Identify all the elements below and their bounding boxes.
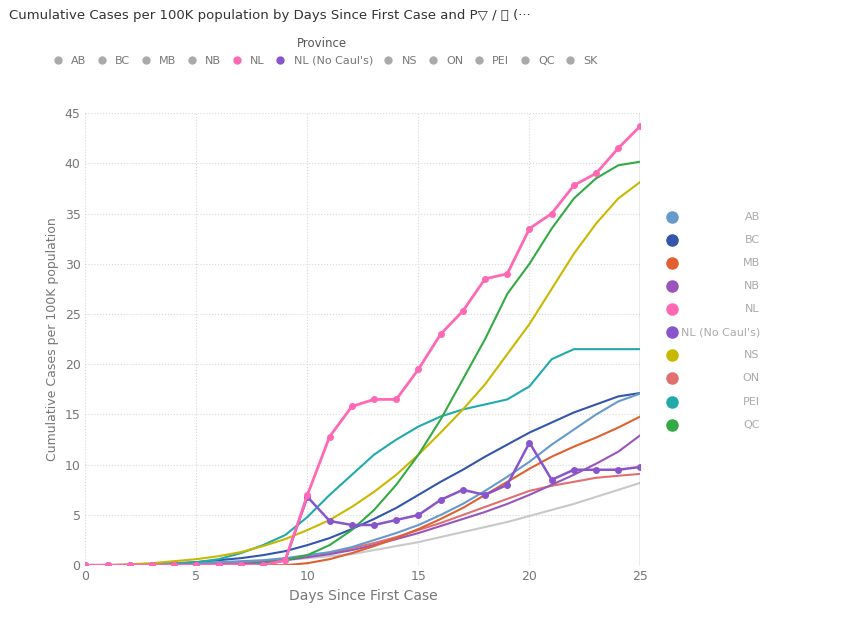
Text: 15.81: 15.81	[768, 396, 804, 406]
Text: 25: 25	[671, 183, 690, 197]
Text: 9.09: 9.09	[768, 374, 796, 384]
Text: BC: BC	[744, 236, 759, 246]
Text: 43.73: 43.73	[768, 305, 804, 315]
Y-axis label: Cumulative Cases per 100K population: Cumulative Cases per 100K population	[46, 217, 59, 461]
Text: 9.78: 9.78	[768, 327, 796, 337]
Text: 12.95: 12.95	[768, 281, 804, 291]
Legend: AB, BC, MB, NB, NL, NL (No Caul's), NS, ON, PEI, QC, SK: AB, BC, MB, NB, NL, NL (No Caul's), NS, …	[47, 37, 597, 66]
Text: NS: NS	[744, 350, 759, 360]
Text: 17.14: 17.14	[768, 236, 804, 246]
Text: NB: NB	[743, 281, 759, 291]
Text: QC: QC	[742, 420, 759, 430]
X-axis label: Days Since First Case: Days Since First Case	[288, 588, 437, 603]
Text: AB: AB	[744, 212, 759, 222]
Text: 38.16: 38.16	[768, 350, 804, 360]
Text: Cumulative Cases per 100K population by Days Since First Case and P▽ / ⧉ (···: Cumulative Cases per 100K population by …	[9, 9, 530, 23]
Text: 14.81: 14.81	[768, 258, 804, 268]
Text: 40.16: 40.16	[768, 420, 804, 430]
Text: NL (No Caul's): NL (No Caul's)	[680, 327, 759, 337]
Text: ON: ON	[742, 374, 759, 384]
Text: PEI: PEI	[742, 396, 759, 406]
Text: 17.09: 17.09	[768, 212, 804, 222]
Text: MB: MB	[742, 258, 759, 268]
Text: NL: NL	[745, 305, 759, 315]
